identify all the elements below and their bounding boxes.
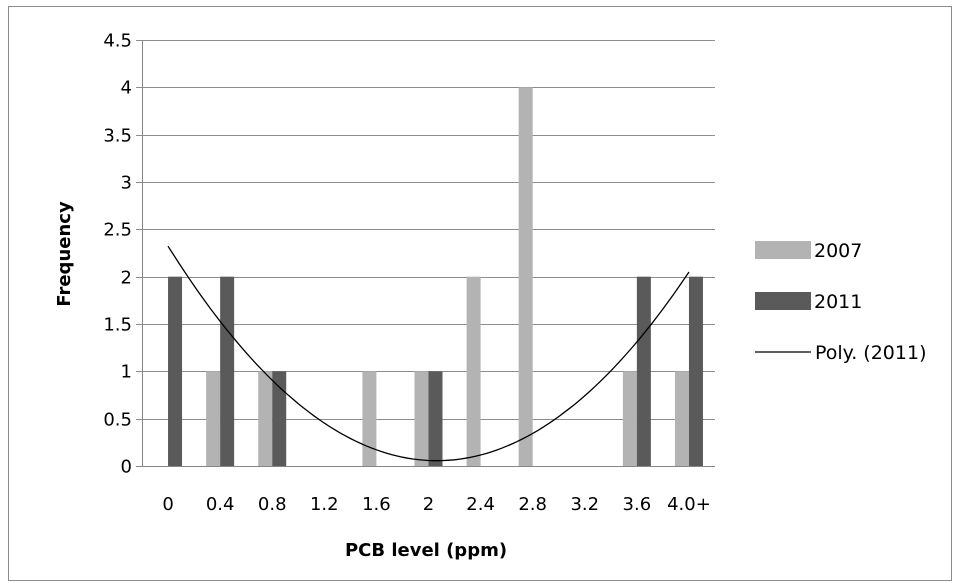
- bar-2011-3.6: [636, 276, 651, 466]
- legend: 2007 2011 Poly. (2011): [755, 240, 926, 364]
- bar-2007-0.4: [206, 371, 221, 466]
- bar-2007-4.0+: [674, 371, 689, 466]
- x-axis-title: PCB level (ppm): [345, 540, 507, 561]
- y-tick-label: 0: [121, 457, 132, 478]
- y-tick-label: 1.5: [103, 315, 132, 336]
- bar-2007-3.6: [622, 371, 637, 466]
- legend-label-2011: 2011: [814, 291, 862, 313]
- y-tick-label: 4.5: [103, 31, 132, 52]
- x-tick-label: 0: [162, 494, 173, 515]
- x-tick-label: 1.2: [310, 494, 339, 515]
- y-tick-label: 3: [121, 173, 132, 194]
- y-tick-labels: 0 0.5 1 1.5 2 2.5 3 3.5 4 4.5: [103, 31, 132, 478]
- trendline-layer: [167, 245, 690, 462]
- x-tick-label: 4.0+: [667, 494, 711, 515]
- bar-2007-2.4: [466, 276, 481, 466]
- x-tick-label: 1.6: [362, 494, 391, 515]
- legend-swatch-2007: [755, 241, 811, 259]
- legend-label-trendline: Poly. (2011): [815, 342, 926, 364]
- y-tick-label: 1: [121, 362, 132, 383]
- x-tick-label: 2: [423, 494, 434, 515]
- y-tick-label: 0.5: [103, 410, 132, 431]
- bar-2007-0.8: [258, 371, 273, 466]
- bar-2011-2: [428, 371, 443, 466]
- bars: [168, 87, 703, 466]
- x-tick-label: 0.8: [258, 494, 287, 515]
- x-tick-label: 3.2: [570, 494, 599, 515]
- bar-2011-0: [168, 276, 183, 466]
- x-tick-label: 0.4: [206, 494, 235, 515]
- y-tick-label: 2: [121, 268, 132, 289]
- y-axis-title: Frequency: [54, 201, 75, 307]
- trendline-poly-2011: [167, 245, 690, 462]
- bar-2011-4.0+: [688, 276, 703, 466]
- bar-2007-2: [414, 371, 429, 466]
- legend-swatch-2011: [755, 292, 811, 310]
- x-tick-labels: 0 0.4 0.8 1.2 1.6 2 2.4 2.8 3.2 3.6 4.0+: [162, 494, 710, 515]
- y-tick-label: 2.5: [103, 220, 132, 241]
- legend-label-2007: 2007: [814, 240, 862, 262]
- bar-2011-0.8: [272, 371, 287, 466]
- y-tick-label: 4: [121, 78, 132, 99]
- bar-2011-0.4: [220, 276, 235, 466]
- y-tick-label: 3.5: [103, 126, 132, 147]
- x-tick-label: 3.6: [623, 494, 652, 515]
- x-tick-label: 2.8: [518, 494, 547, 515]
- x-tick-label: 2.4: [466, 494, 495, 515]
- bar-2007-2.8: [518, 87, 533, 466]
- bar-2007-1.6: [362, 371, 377, 466]
